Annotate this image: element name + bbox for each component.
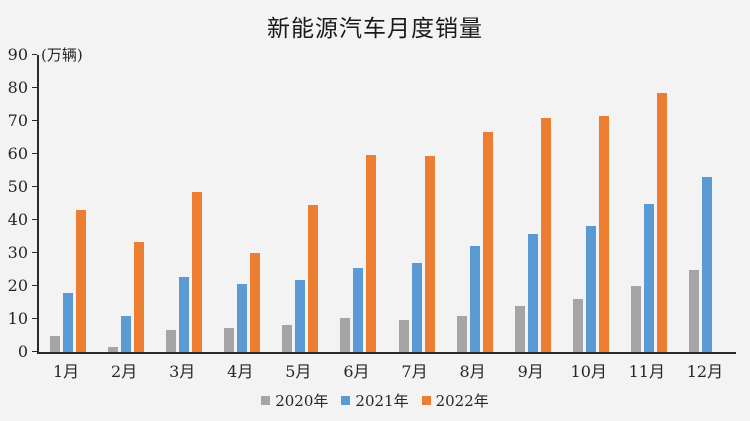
month-group-3月 [155, 55, 213, 352]
bar-2020年-1月 [50, 335, 61, 352]
bar-2022年-2月 [134, 241, 145, 352]
y-axis: 0 10 20 30 40 50 60 70 80 90 [0, 46, 37, 361]
legend-swatch-icon [261, 396, 271, 405]
x-tick-label-3月: 3月 [169, 362, 196, 381]
y-tick-mark-90 [32, 54, 37, 55]
legend-label: 2021年 [355, 392, 409, 410]
month-group-6月 [329, 55, 387, 352]
y-tick-mark-10 [32, 318, 37, 319]
plot-area [37, 55, 736, 354]
y-tick-label-90: 90 [7, 45, 28, 64]
month-group-2月 [97, 55, 155, 352]
bar-2021年-1月 [63, 292, 74, 352]
y-tick-label-70: 70 [7, 111, 28, 130]
y-tick-label-80: 80 [7, 78, 28, 97]
y-tick-label-30: 30 [7, 243, 28, 262]
bar-2021年-7月 [411, 262, 422, 352]
y-tick-label-60: 60 [7, 144, 28, 163]
chart-title: 新能源汽车月度销量 [267, 16, 483, 42]
legend: 2020年 2021年 2022年 [0, 390, 750, 411]
bar-2022年-10月 [598, 116, 609, 352]
bar-2021年-5月 [295, 280, 306, 352]
bar-2020年-3月 [166, 330, 177, 352]
x-tick-label-8月: 8月 [459, 362, 486, 381]
y-axis-unit-label: (万辆) [41, 46, 83, 64]
bar-2021年-11月 [643, 203, 654, 352]
x-tick-label-2月: 2月 [111, 362, 138, 381]
bar-2022年-6月 [366, 155, 377, 352]
bar-2021年-6月 [353, 267, 364, 352]
y-tick-mark-70 [32, 120, 37, 121]
bar-2021年-8月 [469, 246, 480, 352]
bar-2020年-10月 [572, 299, 583, 352]
x-tick-label-10月: 10月 [570, 362, 607, 381]
legend-label: 2020年 [275, 392, 329, 410]
month-group-8月 [446, 55, 504, 352]
bar-2022年-4月 [250, 253, 261, 352]
y-tick-mark-80 [32, 87, 37, 88]
legend-item-2022年: 2022年 [421, 390, 489, 411]
x-tick-label-11月: 11月 [628, 362, 665, 381]
bar-2020年-5月 [282, 324, 293, 352]
month-group-1月 [39, 55, 97, 352]
bar-2022年-5月 [308, 204, 319, 352]
bar-2022年-3月 [192, 192, 203, 352]
y-tick-mark-20 [32, 285, 37, 286]
month-group-7月 [387, 55, 445, 352]
bar-2020年-8月 [456, 316, 467, 352]
month-group-12月 [678, 55, 736, 352]
bar-2020年-2月 [108, 347, 119, 352]
month-group-10月 [562, 55, 620, 352]
bar-2020年-7月 [398, 319, 409, 352]
bar-2021年-10月 [585, 225, 596, 352]
bar-2020年-11月 [630, 286, 641, 352]
bar-2020年-12月 [688, 270, 699, 352]
x-tick-label-9月: 9月 [517, 362, 544, 381]
legend-item-2021年: 2021年 [341, 390, 409, 411]
month-group-11月 [620, 55, 678, 352]
y-tick-mark-0 [32, 351, 37, 352]
month-group-5月 [271, 55, 329, 352]
x-tick-label-6月: 6月 [343, 362, 370, 381]
bar-2021年-4月 [237, 284, 248, 352]
bar-2020年-4月 [224, 328, 235, 352]
bar-2022年-9月 [540, 118, 551, 352]
x-tick-label-5月: 5月 [285, 362, 312, 381]
y-tick-label-10: 10 [7, 309, 28, 328]
y-tick-mark-50 [32, 186, 37, 187]
legend-label: 2022年 [435, 392, 489, 410]
legend-swatch-icon [421, 396, 431, 405]
x-tick-label-1月: 1月 [52, 362, 80, 381]
month-group-4月 [213, 55, 271, 352]
x-axis-labels: 1月 2月 3月 4月 5月 6月 7月 8月 9月 10月 11月 12月 [37, 358, 734, 382]
y-tick-label-40: 40 [7, 210, 28, 229]
bar-2022年-11月 [656, 92, 667, 352]
bar-2021年-3月 [179, 277, 190, 352]
y-tick-mark-40 [32, 219, 37, 220]
bar-groups [39, 55, 736, 352]
y-tick-mark-60 [32, 153, 37, 154]
bar-2020年-9月 [514, 306, 525, 352]
bar-2021年-2月 [121, 315, 132, 352]
legend-swatch-icon [341, 396, 351, 405]
legend-item-2020年: 2020年 [261, 390, 328, 411]
bar-2021年-12月 [701, 176, 712, 352]
bar-2022年-8月 [482, 132, 493, 352]
month-group-9月 [504, 55, 562, 352]
bar-2021年-9月 [527, 234, 538, 352]
x-tick-label-4月: 4月 [227, 362, 254, 381]
y-tick-label-50: 50 [7, 177, 28, 196]
x-tick-label-7月: 7月 [401, 362, 428, 381]
y-tick-mark-30 [32, 252, 37, 253]
x-tick-label-12月: 12月 [686, 362, 724, 381]
bar-2020年-6月 [340, 318, 351, 352]
y-tick-label-20: 20 [7, 276, 28, 295]
bar-2022年-1月 [76, 209, 87, 352]
bar-2022年-7月 [424, 156, 435, 352]
y-tick-label-0: 0 [17, 342, 28, 361]
